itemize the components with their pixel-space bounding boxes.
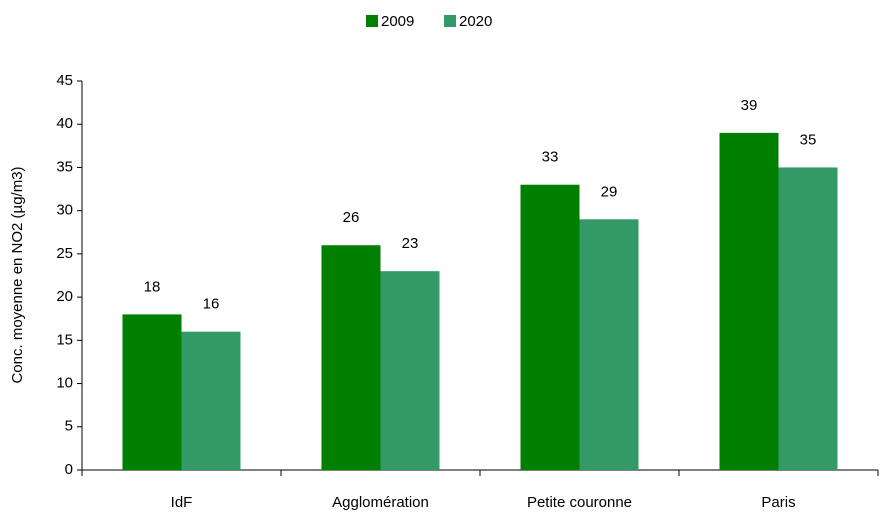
x-tick-label: Petite couronne <box>527 494 632 511</box>
y-tick-label: 35 <box>56 158 73 175</box>
bar <box>520 184 580 470</box>
bar <box>380 271 440 470</box>
value-label: 18 <box>144 278 161 295</box>
y-tick-label: 5 <box>65 418 73 435</box>
y-tick-label: 20 <box>56 288 73 305</box>
value-label: 29 <box>601 183 618 200</box>
bar <box>579 219 639 470</box>
y-tick-label: 30 <box>56 202 73 219</box>
y-tick-label: 25 <box>56 245 73 262</box>
y-tick-label: 0 <box>65 461 73 478</box>
value-label: 33 <box>542 149 559 166</box>
x-tick-label: IdF <box>171 494 193 511</box>
bar <box>719 132 779 470</box>
value-label: 23 <box>402 235 419 252</box>
bar <box>778 167 838 470</box>
bar <box>122 314 182 470</box>
value-label: 39 <box>741 97 758 114</box>
legend-label: 2020 <box>459 13 492 30</box>
y-axis-label: Conc. moyenne en NO2 (µg/m3) <box>9 166 26 383</box>
legend-swatch <box>366 15 378 27</box>
value-label: 26 <box>343 209 360 226</box>
y-tick-label: 15 <box>56 331 73 348</box>
bar <box>181 331 241 470</box>
y-tick-label: 40 <box>56 115 73 132</box>
bar <box>321 245 381 470</box>
legend-swatch <box>444 15 456 27</box>
x-tick-label: Paris <box>761 494 795 511</box>
y-tick-label: 45 <box>56 72 73 89</box>
value-label: 35 <box>800 131 817 148</box>
value-label: 16 <box>203 296 220 313</box>
x-tick-label: Agglomération <box>332 494 429 511</box>
y-tick-label: 10 <box>56 375 73 392</box>
legend-label: 2009 <box>381 13 414 30</box>
